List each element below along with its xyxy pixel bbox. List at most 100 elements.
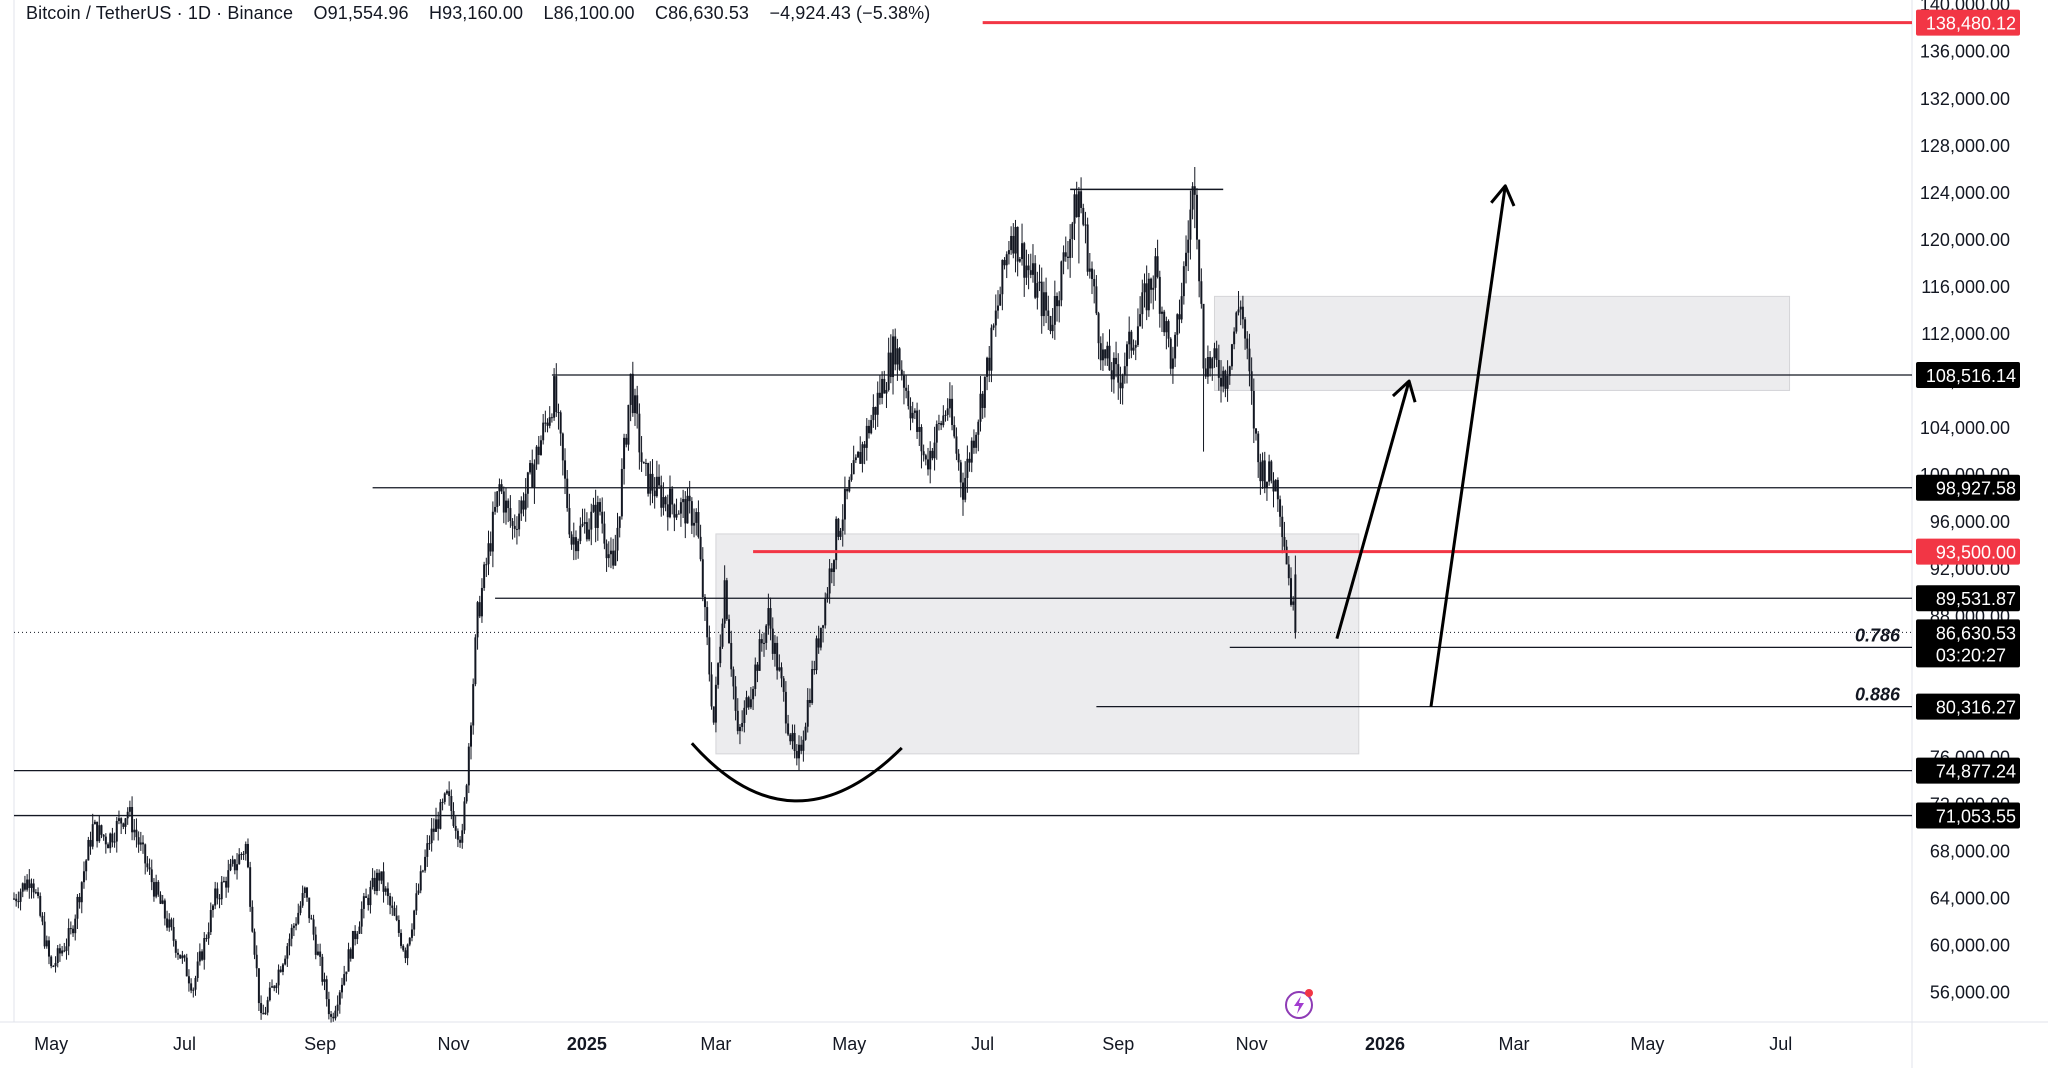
candle-body bbox=[1025, 265, 1028, 278]
candle-body bbox=[428, 843, 431, 845]
arrow-head-1 bbox=[1391, 379, 1417, 403]
candle-body bbox=[23, 883, 26, 890]
candle-body bbox=[1213, 348, 1216, 359]
candle-body bbox=[970, 440, 973, 463]
candle-body bbox=[662, 497, 665, 508]
candle-body bbox=[288, 938, 291, 947]
candle-body bbox=[185, 957, 188, 977]
candle-body bbox=[1075, 194, 1078, 218]
candle-body bbox=[181, 955, 184, 959]
candle-body bbox=[1108, 345, 1111, 371]
candle-body bbox=[21, 883, 24, 892]
price-tags: 138,480.12 108,516.14 98,927.58 93,500.00 89… bbox=[1916, 9, 2020, 829]
candle-body bbox=[196, 961, 199, 979]
candle-body bbox=[1130, 331, 1133, 351]
candle-body bbox=[607, 554, 610, 559]
candle-body bbox=[957, 453, 960, 463]
candle-body bbox=[804, 726, 807, 740]
candle-body bbox=[837, 518, 840, 537]
candle-body bbox=[218, 898, 221, 900]
candle-body bbox=[445, 791, 448, 794]
candle-body bbox=[850, 474, 853, 480]
candle-body bbox=[192, 989, 195, 991]
candle-body bbox=[1082, 207, 1085, 225]
candle-body bbox=[636, 395, 639, 414]
candle-body bbox=[618, 516, 621, 528]
candle-body bbox=[1180, 296, 1183, 320]
candle-body bbox=[448, 791, 451, 797]
price-tag-89,531.87-bg bbox=[1916, 585, 2020, 612]
candle-body bbox=[1018, 258, 1021, 262]
candle-body bbox=[183, 955, 186, 958]
candle-body bbox=[1209, 357, 1212, 369]
candle-body bbox=[603, 523, 606, 544]
candle-body bbox=[373, 877, 376, 891]
candle-body bbox=[470, 725, 473, 747]
candle-body bbox=[1185, 252, 1188, 267]
candle-body bbox=[614, 550, 617, 566]
candle-body bbox=[1097, 313, 1100, 344]
candle-body bbox=[822, 625, 825, 628]
candle-body bbox=[1228, 366, 1231, 377]
time-tick-Jul: Jul bbox=[971, 1034, 994, 1054]
candle-body bbox=[771, 628, 774, 654]
candle-body bbox=[706, 607, 709, 638]
candle-body bbox=[424, 856, 427, 871]
candle-body bbox=[290, 927, 293, 939]
time-axis[interactable]: May Jul Sep Nov 2025 Mar May Jul Sep Nov 2026 Mar Ma… bbox=[34, 1034, 1792, 1054]
candle-body bbox=[544, 422, 547, 424]
candle-body bbox=[1252, 390, 1255, 429]
zone-rectangles bbox=[715, 295, 1791, 755]
candle-body bbox=[1257, 433, 1260, 463]
candle-body bbox=[1289, 578, 1292, 605]
candle-body bbox=[769, 608, 772, 629]
candle-body bbox=[964, 477, 967, 500]
candle-body bbox=[557, 412, 560, 414]
candle-body bbox=[658, 476, 661, 486]
candle-body bbox=[144, 844, 147, 864]
candle-body bbox=[338, 992, 341, 1005]
candle-body bbox=[330, 1014, 333, 1017]
candle-body bbox=[1215, 348, 1218, 360]
candle-body bbox=[452, 811, 455, 826]
candle-body bbox=[1029, 270, 1032, 275]
candle-body bbox=[815, 638, 818, 671]
candle-body bbox=[205, 938, 208, 940]
price-axis[interactable]: 56,000.0060,000.0064,000.0068,000.0072,0… bbox=[1920, 0, 2010, 1003]
candle-body bbox=[979, 393, 982, 422]
lightning-icon[interactable] bbox=[1283, 987, 1317, 1021]
candle-body bbox=[671, 488, 674, 505]
candle-body bbox=[308, 897, 311, 919]
candle-body bbox=[491, 511, 494, 552]
candle-body bbox=[1230, 344, 1233, 367]
candle-body bbox=[480, 587, 483, 617]
candle-body bbox=[82, 871, 85, 883]
candle-body bbox=[1093, 278, 1096, 287]
candle-body bbox=[728, 619, 731, 643]
time-tick-Nov: Nov bbox=[438, 1034, 470, 1054]
candle-body bbox=[1101, 349, 1104, 361]
candle-body bbox=[100, 825, 103, 835]
candle-body bbox=[478, 602, 481, 617]
candle-body bbox=[260, 1003, 263, 1014]
candle-body bbox=[358, 926, 361, 934]
candle-body bbox=[623, 437, 626, 469]
candle-body bbox=[1123, 366, 1126, 376]
candle-body bbox=[568, 508, 571, 535]
candle-body bbox=[1007, 250, 1010, 255]
candle-body bbox=[684, 499, 687, 524]
candle-body bbox=[583, 522, 586, 524]
candle-body bbox=[1031, 263, 1034, 275]
candle-body bbox=[743, 707, 746, 723]
candle-body bbox=[1001, 259, 1004, 295]
candle-body bbox=[415, 893, 418, 911]
candle-body bbox=[889, 352, 892, 378]
candle-body bbox=[1191, 186, 1194, 210]
candle-body bbox=[590, 511, 593, 530]
candle-body bbox=[41, 915, 44, 922]
candle-body bbox=[1283, 537, 1286, 547]
candle-body bbox=[351, 930, 354, 959]
candle-body bbox=[994, 310, 997, 326]
candle-body bbox=[367, 897, 370, 906]
